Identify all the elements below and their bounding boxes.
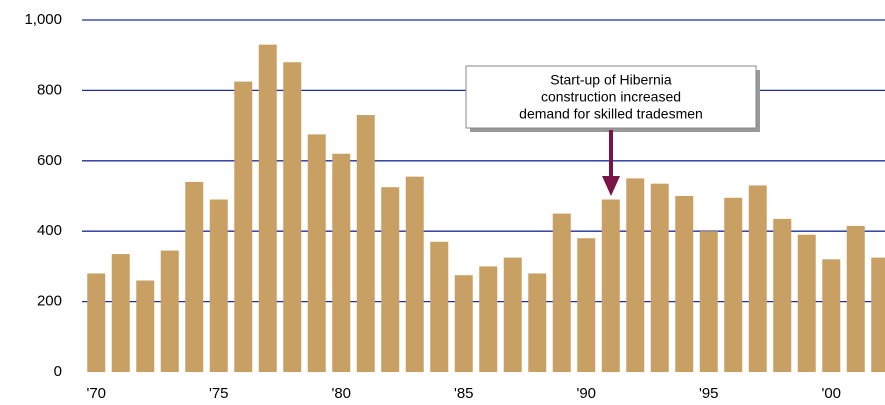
y-tick-label: 400 bbox=[37, 222, 62, 239]
bar bbox=[503, 257, 522, 372]
bar bbox=[871, 257, 885, 372]
bar bbox=[307, 134, 326, 372]
bar bbox=[479, 266, 498, 372]
bar bbox=[111, 254, 130, 372]
bar bbox=[822, 259, 841, 372]
bar bbox=[160, 250, 179, 372]
bar bbox=[601, 199, 620, 372]
bar bbox=[724, 197, 743, 372]
bar bbox=[332, 153, 351, 372]
bar bbox=[577, 238, 596, 372]
annotation-text: construction increased bbox=[541, 89, 681, 105]
x-tick-label: '85 bbox=[454, 385, 474, 402]
annotation-text: Start-up of Hibernia bbox=[550, 72, 672, 88]
bar bbox=[699, 231, 718, 372]
bar bbox=[87, 273, 106, 372]
x-tick-label: '70 bbox=[86, 385, 106, 402]
bar bbox=[846, 225, 865, 372]
bar bbox=[675, 196, 694, 372]
bar bbox=[405, 176, 424, 372]
bar bbox=[136, 280, 155, 372]
bar bbox=[381, 187, 400, 372]
x-tick-label: '75 bbox=[209, 385, 229, 402]
x-tick-label: '90 bbox=[576, 385, 596, 402]
y-tick-label: 0 bbox=[54, 363, 62, 380]
bar bbox=[258, 44, 277, 372]
bars: '70 '75 '80 '85 '90 '95 '00 bbox=[86, 44, 885, 402]
bar bbox=[528, 273, 547, 372]
bar bbox=[209, 199, 228, 372]
y-tick-label: 800 bbox=[37, 81, 62, 98]
y-tick-label: 1,000 bbox=[24, 11, 62, 28]
y-tick-label: 200 bbox=[37, 293, 62, 310]
bar bbox=[454, 275, 473, 372]
bar bbox=[552, 213, 571, 372]
x-tick-label: '80 bbox=[331, 385, 351, 402]
bar bbox=[234, 81, 253, 372]
bar bbox=[185, 181, 204, 372]
bar bbox=[356, 115, 375, 372]
annotation-text: demand for skilled tradesmen bbox=[519, 106, 703, 122]
bar bbox=[626, 178, 645, 372]
bar bbox=[773, 218, 792, 372]
y-tick-label: 600 bbox=[37, 152, 62, 169]
annotation-arrowhead bbox=[602, 176, 620, 196]
bar bbox=[650, 183, 669, 372]
x-tick-label: '95 bbox=[699, 385, 719, 402]
bar bbox=[748, 185, 767, 372]
bar bbox=[797, 234, 816, 372]
x-tick-label: '00 bbox=[821, 385, 841, 402]
bar bbox=[430, 241, 449, 372]
bar bbox=[283, 62, 302, 373]
annotation-box bbox=[465, 65, 757, 129]
